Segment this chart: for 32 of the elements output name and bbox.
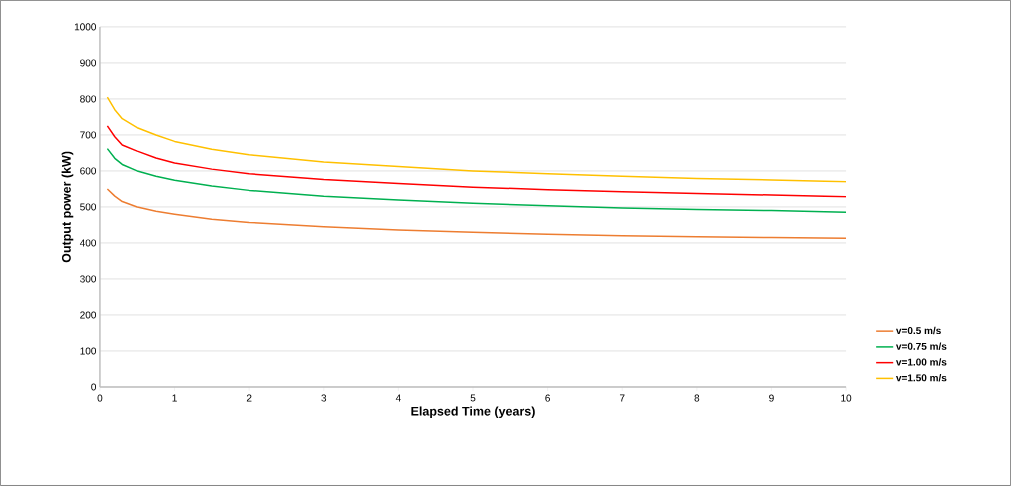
- y-axis-title: Output power (kW): [61, 151, 74, 263]
- x-tick-label: 1: [172, 394, 177, 402]
- y-tick-label: 800: [80, 95, 97, 103]
- x-tick-label: 5: [470, 394, 476, 402]
- y-tick-label: 1000: [74, 23, 97, 31]
- x-tick-label: 4: [395, 394, 401, 402]
- y-tick-label: 500: [80, 203, 97, 211]
- y-tick-label: 100: [80, 347, 97, 355]
- x-tick-label: 2: [246, 394, 252, 402]
- y-tick-label: 300: [80, 275, 97, 283]
- x-tick-label: 8: [694, 394, 700, 402]
- line-series: [106, 125, 847, 198]
- y-tick-label: 400: [79, 239, 97, 247]
- y-tick-label: 200: [80, 311, 97, 319]
- y-tick-label: 0: [91, 383, 97, 391]
- legend-label: v=1.00 m/s: [896, 358, 947, 366]
- legend-label: v=1.50 m/s: [896, 374, 947, 382]
- x-axis-title: Elapsed Time (years): [411, 406, 535, 419]
- x-tick-label: 6: [545, 394, 550, 402]
- x-tick-label: 7: [619, 394, 625, 402]
- x-tick-label: 10: [841, 394, 852, 402]
- legend-label: v=0.75 m/s: [896, 342, 947, 351]
- y-tick-label: 700: [80, 131, 97, 139]
- line-series: [106, 147, 847, 214]
- y-tick-label: 600: [80, 167, 97, 175]
- x-tick-label: 0: [97, 394, 103, 402]
- x-tick-label: 3: [321, 394, 327, 402]
- line-series: [106, 188, 847, 240]
- y-tick-label: 900: [80, 59, 97, 67]
- line-series: [106, 96, 847, 183]
- legend-label: v=0.5 m/s: [896, 326, 941, 335]
- x-tick-label: 9: [769, 394, 774, 402]
